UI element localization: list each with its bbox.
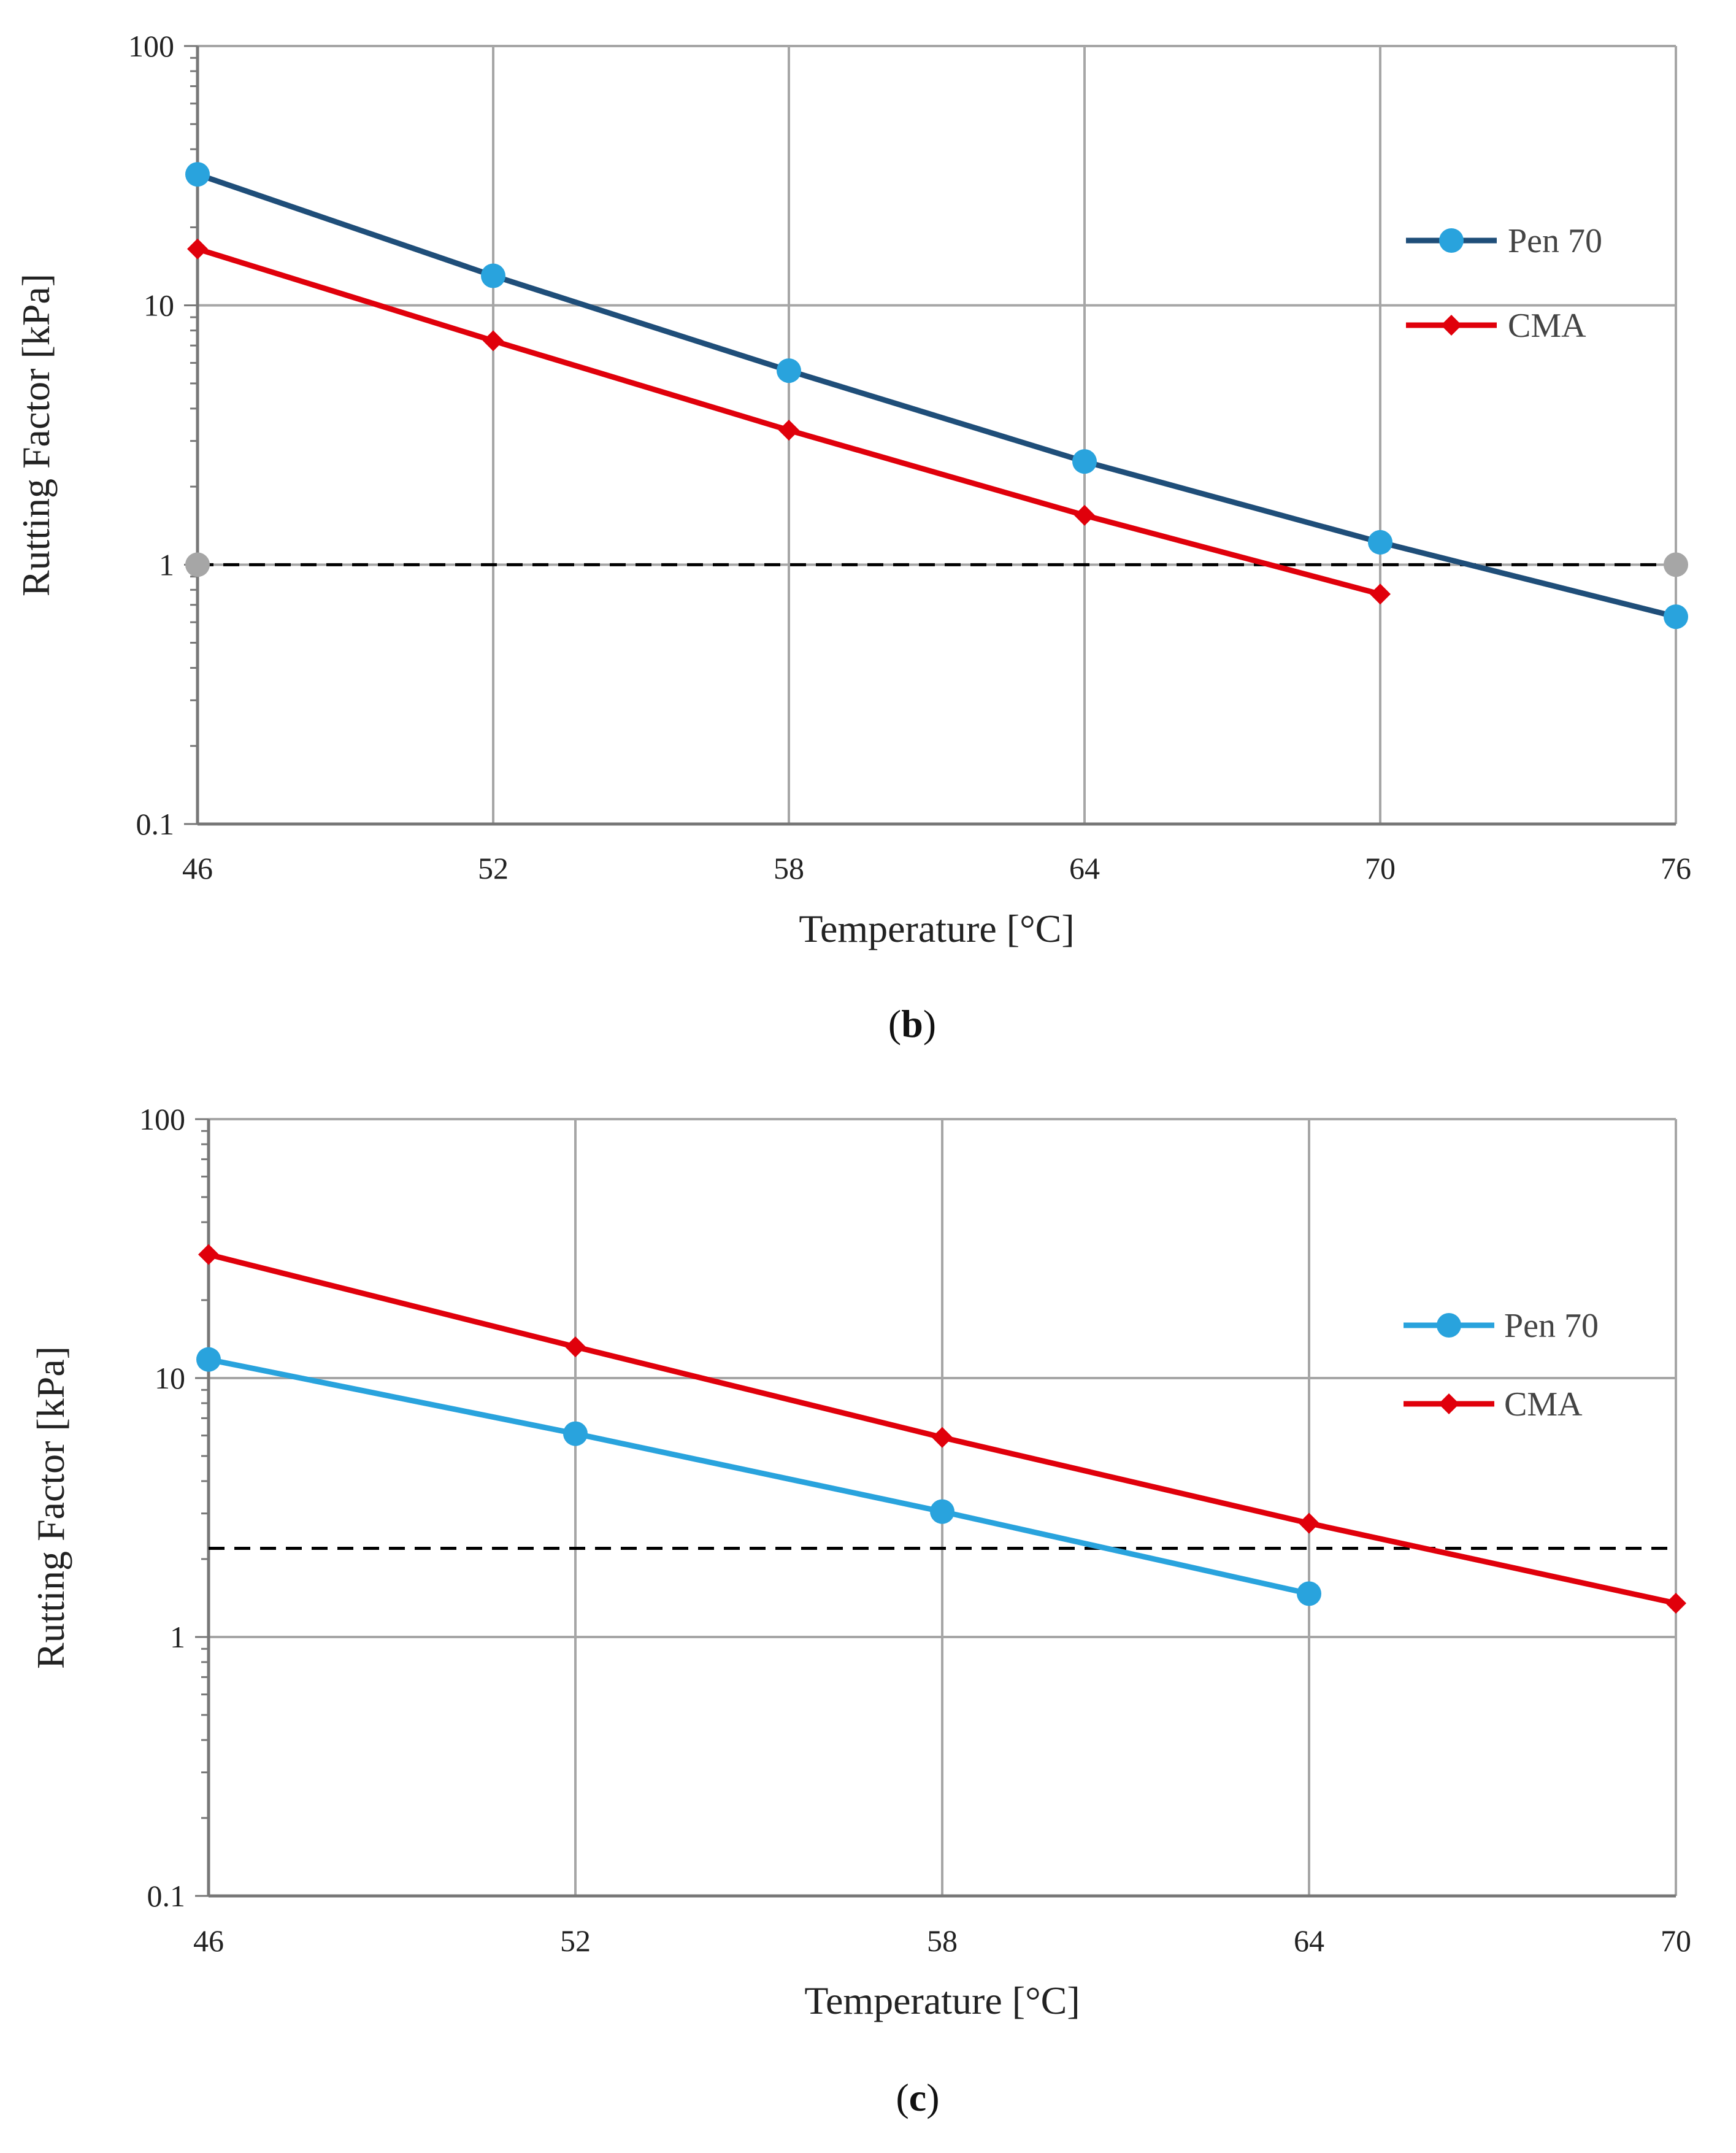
data-point	[932, 1427, 953, 1448]
legend-label: Pen 70	[1504, 1307, 1599, 1345]
data-point	[930, 1499, 954, 1524]
reference-line-start-point	[185, 552, 210, 577]
x-axis-title: Temperature [°C]	[799, 907, 1074, 950]
x-axis-title: Temperature [°C]	[804, 1979, 1080, 2022]
data-point	[1072, 449, 1097, 474]
series-cma	[187, 238, 1391, 605]
x-tick-label: 58	[774, 851, 804, 885]
panel-label-close: )	[926, 2076, 939, 2119]
x-tick-label: 70	[1365, 851, 1396, 885]
series-line	[208, 1357, 1310, 1596]
y-tick-label: 100	[139, 1102, 185, 1136]
panel-label-letter: c	[909, 2076, 926, 2119]
y-axis-title: Rutting Factor [kPa]	[29, 1346, 72, 1669]
data-point	[777, 358, 801, 383]
legend-marker	[1438, 1393, 1459, 1414]
legend-label: CMA	[1504, 1385, 1583, 1423]
panel-label-close: )	[923, 1002, 936, 1046]
data-point	[1368, 530, 1392, 555]
data-point	[1665, 1592, 1686, 1614]
data-point	[565, 1336, 586, 1358]
y-tick-label: 100	[128, 29, 174, 63]
legend-marker	[1437, 1313, 1461, 1338]
data-point	[563, 1421, 588, 1446]
series-line	[196, 171, 1677, 620]
x-tick-label: 64	[1294, 1924, 1324, 1958]
data-point	[1074, 504, 1095, 526]
legend-marker	[1439, 228, 1464, 253]
data-point	[778, 420, 799, 441]
panel-label-open: (	[888, 1002, 901, 1046]
data-point	[185, 162, 210, 187]
data-point	[187, 238, 208, 260]
panel-label-letter: b	[901, 1002, 923, 1046]
panel-label-open: (	[896, 2076, 908, 2119]
panel-label: (c)	[896, 2076, 939, 2119]
legend: Pen 70 CMA	[1406, 222, 1602, 345]
data-point	[1664, 604, 1688, 630]
y-tick-label: 1	[159, 547, 174, 582]
panel-label: (b)	[888, 1002, 936, 1046]
data-point	[1370, 584, 1391, 605]
x-tick-label: 70	[1661, 1924, 1691, 1958]
y-tick-label: 1	[170, 1620, 185, 1654]
y-axis-title: Rutting Factor [kPa]	[14, 274, 58, 596]
legend: Pen 70 CMA	[1404, 1307, 1599, 1423]
x-tick-label: 46	[193, 1924, 224, 1958]
reference-line-end-point	[1664, 552, 1688, 577]
chart-panel-c: 46 52 58 64 70 0.1 1 10 100 Temperature [°C] Rutti…	[29, 1102, 1691, 2119]
legend-label: CMA	[1508, 307, 1586, 345]
x-tick-label: 58	[927, 1924, 958, 1958]
x-tick-label: 46	[182, 851, 213, 885]
series-cma	[198, 1244, 1686, 1614]
chart-panel-b: 46 52 58 64 70 76 0.1 1 10 100 Temperature [°C] Rut…	[14, 29, 1691, 1046]
y-tick-label: 10	[155, 1361, 185, 1395]
x-tick-label: 64	[1069, 851, 1100, 885]
data-point	[1299, 1512, 1319, 1534]
x-tick-label: 52	[478, 851, 509, 885]
data-point	[483, 330, 504, 352]
x-tick-label: 52	[560, 1924, 591, 1958]
data-point	[196, 1347, 221, 1372]
series-pen-70	[196, 1347, 1321, 1606]
y-tick-label: 10	[144, 288, 174, 323]
data-point	[198, 1244, 219, 1265]
y-tick-label: 0.1	[136, 807, 175, 841]
data-point	[1297, 1581, 1321, 1606]
series-pen-70	[185, 162, 1688, 630]
legend-marker	[1441, 315, 1462, 336]
x-tick-label: 76	[1661, 851, 1691, 885]
legend-label: Pen 70	[1508, 222, 1602, 260]
data-point	[481, 263, 505, 288]
y-tick-label: 0.1	[147, 1879, 186, 1913]
